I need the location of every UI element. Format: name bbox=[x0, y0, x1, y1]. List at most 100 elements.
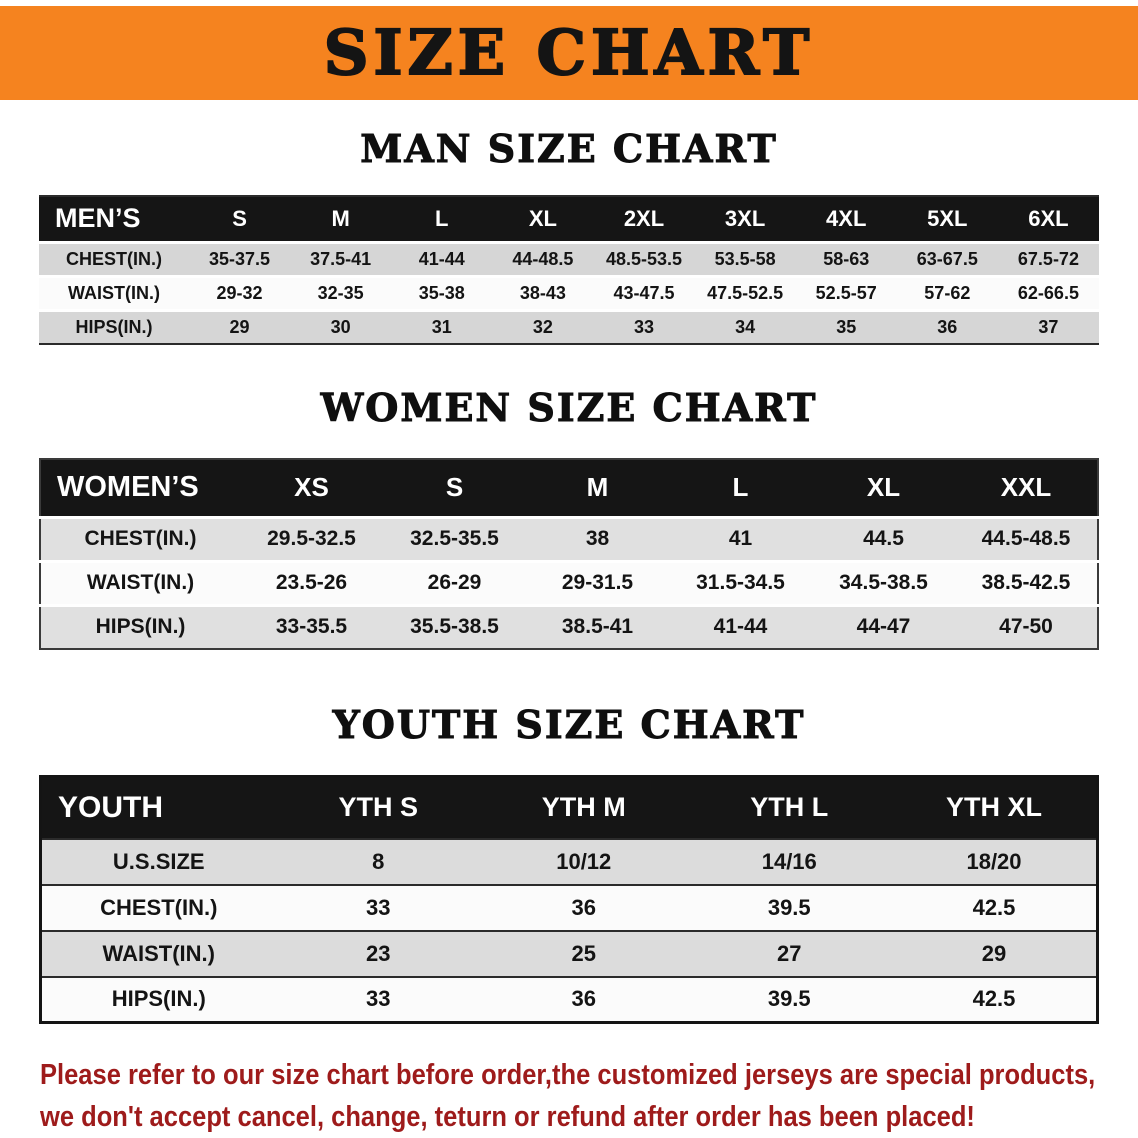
size-cell: 43-47.5 bbox=[613, 282, 675, 303]
size-header-cell: L bbox=[669, 459, 812, 517]
size-header-cell: M bbox=[290, 196, 392, 242]
youth-table-header-row: YOUTH YTH S YTH M YTH L YTH XL bbox=[40, 776, 1098, 839]
size-header-cell: 5XL bbox=[896, 196, 998, 242]
size-header-cell: M bbox=[526, 459, 669, 517]
footer-note-line-1: Please refer to our size chart before or… bbox=[40, 1059, 1096, 1091]
size-cell: 32-35 bbox=[317, 282, 364, 303]
size-cell: 31.5-34.5 bbox=[696, 571, 785, 594]
row-label: HIPS(IN.) bbox=[95, 615, 186, 639]
men-chest-row: CHEST(IN.) 35-37.5 37.5-41 41-44 44-48.5… bbox=[39, 242, 1099, 276]
size-cell: 23 bbox=[366, 940, 391, 966]
size-cell: 44.5 bbox=[863, 527, 904, 550]
size-cell: 44-48.5 bbox=[512, 248, 574, 269]
youth-waist-row: WAIST(IN.) 23 25 27 29 bbox=[40, 930, 1098, 977]
size-cell: 31 bbox=[431, 316, 452, 337]
size-cell: 35-38 bbox=[418, 282, 465, 303]
size-cell: 33 bbox=[366, 894, 391, 920]
size-header-cell: YTH XL bbox=[892, 776, 1098, 839]
youth-chest-row: CHEST(IN.) 33 36 39.5 42.5 bbox=[40, 884, 1098, 931]
men-table-header-row: MEN’S S M L XL 2XL 3XL 4XL 5XL 6XL bbox=[39, 196, 1099, 242]
size-cell: 47-50 bbox=[999, 615, 1053, 639]
size-cell: 35 bbox=[836, 316, 857, 337]
row-label: WAIST(IN.) bbox=[102, 940, 215, 966]
size-cell: 29-31.5 bbox=[561, 571, 634, 594]
size-cell: 29 bbox=[229, 316, 250, 337]
women-size-table: WOMEN’S XS S M L XL XXL CHEST(IN.) 29.5-… bbox=[39, 458, 1099, 650]
size-cell: 41 bbox=[728, 527, 753, 550]
size-cell: 48.5-53.5 bbox=[605, 248, 683, 269]
size-cell: 33-35.5 bbox=[275, 615, 348, 639]
row-label: CHEST(IN.) bbox=[100, 894, 218, 920]
size-header-cell: XL bbox=[492, 196, 594, 242]
size-header-cell: YTH S bbox=[275, 776, 481, 839]
row-label: WAIST(IN.) bbox=[68, 282, 160, 303]
women-table-title-cell: WOMEN’S bbox=[40, 459, 240, 517]
youth-table-title-cell: YOUTH bbox=[40, 776, 276, 839]
youth-ussize-row: U.S.SIZE 8 10/12 14/16 18/20 bbox=[40, 838, 1098, 885]
size-cell: 39.5 bbox=[767, 894, 811, 920]
page-title: SIZE CHART bbox=[323, 16, 815, 89]
women-waist-row: WAIST(IN.) 23.5-26 26-29 29-31.5 31.5-34… bbox=[40, 561, 1098, 605]
youth-size-table: YOUTH YTH S YTH M YTH L YTH XL U.S.SIZE … bbox=[39, 775, 1099, 1024]
size-cell: 57-62 bbox=[924, 282, 971, 303]
size-cell: 47.5-52.5 bbox=[707, 282, 784, 303]
size-cell: 33 bbox=[366, 986, 391, 1012]
size-cell: 34.5-38.5 bbox=[839, 571, 928, 594]
size-cell: 37 bbox=[1038, 316, 1059, 337]
men-size-table: MEN’S S M L XL 2XL 3XL 4XL 5XL 6XL CHEST… bbox=[39, 195, 1099, 345]
size-cell: 42.5 bbox=[972, 894, 1016, 920]
size-header-cell: YTH L bbox=[686, 776, 892, 839]
men-table-title-cell: MEN’S bbox=[39, 196, 189, 242]
men-waist-row: WAIST(IN.) 29-32 32-35 35-38 38-43 43-47… bbox=[39, 276, 1099, 310]
size-cell: 41-44 bbox=[418, 248, 465, 269]
size-cell: 38.5-41 bbox=[561, 615, 634, 639]
size-header-cell: S bbox=[189, 196, 291, 242]
size-cell: 35-37.5 bbox=[209, 248, 271, 269]
size-header-cell: 4XL bbox=[795, 196, 897, 242]
size-cell: 63-67.5 bbox=[916, 248, 978, 269]
size-cell: 52.5-57 bbox=[815, 282, 877, 303]
size-chart-banner: SIZE CHART bbox=[0, 6, 1138, 100]
size-cell: 44.5-48.5 bbox=[981, 527, 1071, 550]
size-header-cell: YTH M bbox=[481, 776, 687, 839]
row-label: HIPS(IN.) bbox=[111, 986, 206, 1012]
size-cell: 32 bbox=[532, 316, 553, 337]
women-chest-row: CHEST(IN.) 29.5-32.5 32.5-35.5 38 41 44.… bbox=[40, 517, 1098, 561]
size-cell: 62-66.5 bbox=[1017, 282, 1079, 303]
size-header-cell: S bbox=[383, 459, 526, 517]
size-cell: 23.5-26 bbox=[275, 571, 348, 594]
size-header-cell: L bbox=[391, 196, 493, 242]
size-cell: 29.5-32.5 bbox=[267, 527, 356, 550]
size-cell: 41-44 bbox=[713, 615, 768, 639]
size-cell: 25 bbox=[571, 940, 596, 966]
size-cell: 58-63 bbox=[823, 248, 870, 269]
size-cell: 34 bbox=[735, 316, 756, 337]
row-label: HIPS(IN.) bbox=[75, 316, 153, 337]
size-cell: 29 bbox=[981, 940, 1007, 966]
size-cell: 37.5-41 bbox=[310, 248, 372, 269]
size-cell: 36 bbox=[571, 986, 596, 1012]
size-cell: 33 bbox=[633, 316, 654, 337]
footer-note-line-2: we don't accept cancel, change, teturn o… bbox=[40, 1101, 975, 1134]
size-cell: 36 bbox=[571, 894, 596, 920]
size-cell: 27 bbox=[777, 940, 802, 966]
size-cell: 14/16 bbox=[761, 848, 817, 874]
size-cell: 8 bbox=[372, 848, 385, 874]
size-header-cell: 6XL bbox=[997, 196, 1099, 242]
size-cell: 35.5-38.5 bbox=[410, 615, 499, 639]
size-header-cell: 3XL bbox=[694, 196, 796, 242]
row-label: CHEST(IN.) bbox=[84, 527, 197, 550]
size-cell: 42.5 bbox=[972, 986, 1016, 1012]
size-cell: 36 bbox=[937, 316, 958, 337]
size-cell: 18/20 bbox=[966, 848, 1022, 874]
size-cell: 10/12 bbox=[556, 848, 612, 874]
women-section-heading: WOMEN SIZE CHART bbox=[320, 385, 818, 431]
size-cell: 26-29 bbox=[427, 571, 482, 594]
size-cell: 38.5-42.5 bbox=[981, 571, 1071, 594]
row-label: CHEST(IN.) bbox=[66, 248, 162, 269]
size-cell: 39.5 bbox=[767, 986, 811, 1012]
size-header-cell: XXL bbox=[955, 459, 1098, 517]
row-label: U.S.SIZE bbox=[112, 848, 205, 874]
size-header-cell: 2XL bbox=[593, 196, 695, 242]
size-cell: 38 bbox=[585, 527, 610, 550]
